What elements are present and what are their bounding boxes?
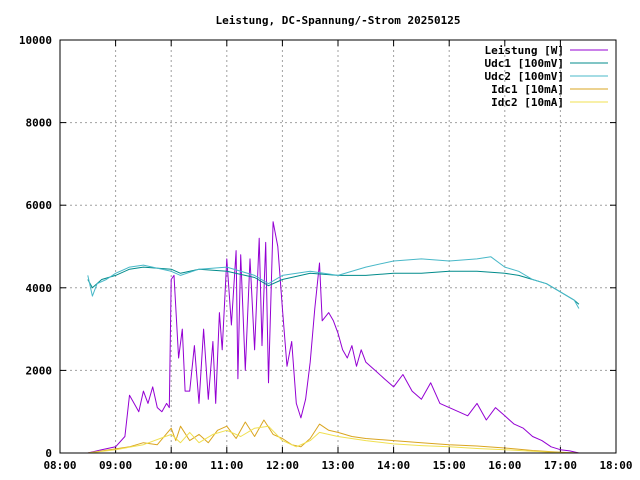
series-line-5 bbox=[87, 425, 579, 454]
series-line-4 bbox=[87, 419, 579, 454]
series-line-1 bbox=[87, 221, 580, 454]
x-tick-label: 13:00 bbox=[321, 459, 354, 472]
y-tick-label: 2000 bbox=[26, 364, 53, 377]
legend-label-2: Udc1 [100mV] bbox=[485, 57, 564, 70]
x-tick-label: 16:00 bbox=[488, 459, 521, 472]
legend: Leistung [W]Udc1 [100mV]Udc2 [100mV]Idc1… bbox=[485, 44, 608, 109]
series-line-2 bbox=[87, 266, 580, 305]
chart-title: Leistung, DC-Spannung/-Strom 20250125 bbox=[215, 14, 460, 27]
x-tick-label: 08:00 bbox=[43, 459, 76, 472]
x-tick-label: 09:00 bbox=[99, 459, 132, 472]
y-tick-label: 8000 bbox=[26, 117, 53, 130]
legend-label-5: Idc2 [10mA] bbox=[491, 96, 564, 109]
grid bbox=[60, 40, 616, 453]
y-tick-label: 6000 bbox=[26, 199, 53, 212]
x-tick-label: 15:00 bbox=[433, 459, 466, 472]
legend-label-1: Leistung [W] bbox=[485, 44, 564, 57]
x-tick-label: 10:00 bbox=[155, 459, 188, 472]
series-line-3 bbox=[87, 256, 580, 309]
legend-label-4: Idc1 [10mA] bbox=[491, 83, 564, 96]
y-tick-label: 0 bbox=[45, 447, 52, 460]
x-tick-label: 11:00 bbox=[210, 459, 243, 472]
x-tick-label: 18:00 bbox=[599, 459, 632, 472]
legend-label-3: Udc2 [100mV] bbox=[485, 70, 564, 83]
axes: 0 2000 4000 6000 8000 10000 08:00 09:00 10:00 11:… bbox=[19, 34, 633, 472]
series-lines bbox=[87, 221, 580, 454]
x-tick-label: 14:00 bbox=[377, 459, 410, 472]
plot-frame bbox=[59, 39, 617, 454]
x-tick-label: 12:00 bbox=[266, 459, 299, 472]
x-tick-label: 17:00 bbox=[544, 459, 577, 472]
y-tick-label: 10000 bbox=[19, 34, 52, 47]
y-tick-label: 4000 bbox=[26, 282, 53, 295]
